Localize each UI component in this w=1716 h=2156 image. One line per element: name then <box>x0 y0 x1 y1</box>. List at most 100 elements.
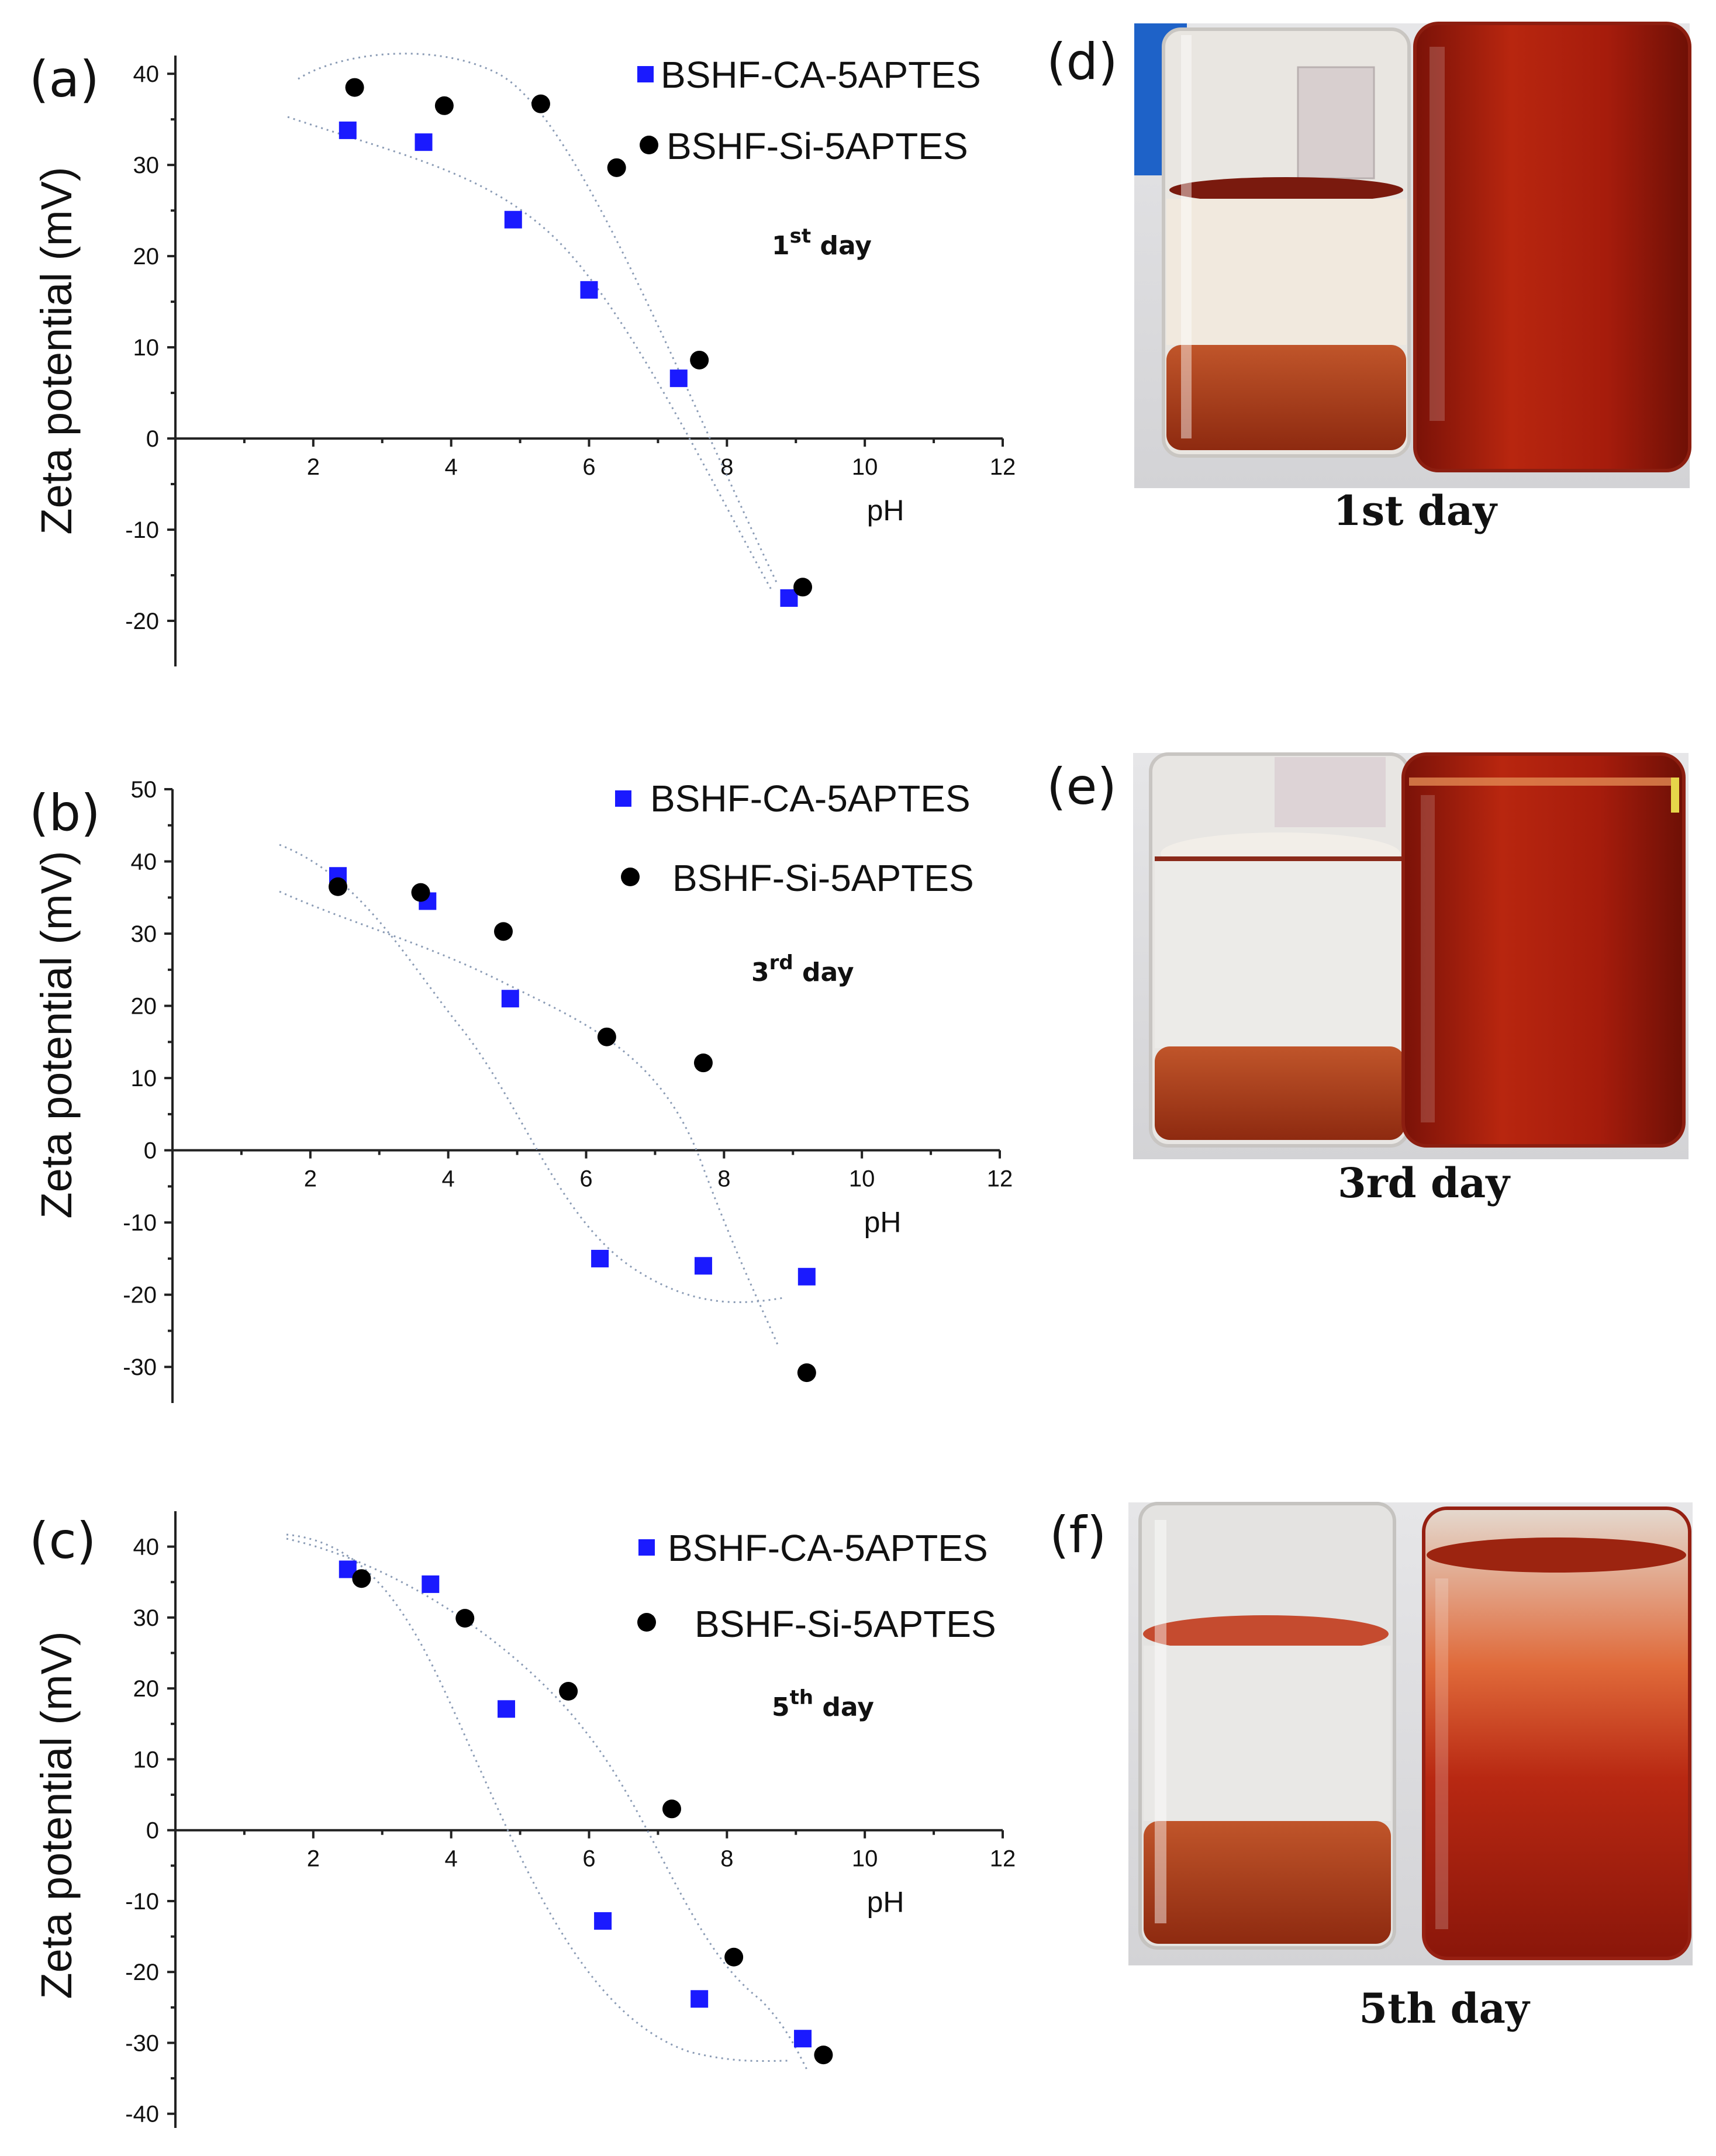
legend-label-si-a: BSHF-Si-5APTES <box>667 125 968 167</box>
point-si-c-4 <box>724 1947 744 1967</box>
y-tick-label-b: 20 <box>131 994 157 1020</box>
point-ca-b-3 <box>591 1249 609 1267</box>
point-ca-c-5 <box>794 2030 812 2048</box>
x-axis-label-b: pH <box>864 1206 902 1239</box>
x-tick-label-b: 2 <box>304 1166 317 1192</box>
x-tick-label-a: 4 <box>445 454 458 480</box>
y-tick-label-c: 20 <box>133 1676 160 1702</box>
data-marks-b <box>329 867 816 1383</box>
chart-panel-b: (b) Zeta potential (mV) -30 -20 -10 0 10 20 30… <box>29 777 1013 1403</box>
y-tick-label-c: -20 <box>125 1960 159 1985</box>
point-ca-a-0 <box>339 121 357 139</box>
y-axis-label-b: Zeta potential (mV) <box>32 851 81 1218</box>
legend-label-ca-c: BSHF-CA-5APTES <box>668 1527 988 1569</box>
point-si-a-1 <box>434 96 454 115</box>
x-tick-label-b: 12 <box>987 1166 1013 1192</box>
point-si-a-4 <box>690 350 709 369</box>
photo-caption-e: 3rd day <box>1338 1159 1511 1207</box>
x-tick-label-c: 10 <box>852 1846 878 1872</box>
y-tick-label-c: -30 <box>125 2030 159 2056</box>
x-tick-label-b: 8 <box>717 1166 730 1192</box>
day-label-c: 5th day <box>772 1686 874 1722</box>
y-tick-label-c: -10 <box>125 1889 159 1915</box>
chart-panel-a: (a) Zeta potential (mV) -20 -10 0 10 20 30 40 2… <box>29 50 1016 666</box>
axes-b: -30 -20 -10 0 10 20 30 40 50 2 4 6 8 10 12 pH <box>123 777 1013 1403</box>
x-tick-label-a: 2 <box>307 454 320 480</box>
panel-label-b: (b) <box>29 784 101 842</box>
x-tick-label-c: 2 <box>307 1846 320 1872</box>
y-axis-label-c: Zeta potential (mV) <box>32 1631 81 1999</box>
photo-panel-d: (d) 1st day <box>1047 22 1691 535</box>
y-tick-label-c: 0 <box>146 1818 159 1844</box>
vials-photo-d <box>1134 22 1691 488</box>
point-si-b-2 <box>494 922 513 941</box>
point-ca-c-4 <box>690 1990 709 2008</box>
legend-label-ca-b: BSHF-CA-5APTES <box>650 778 971 820</box>
y-tick-label-a: 0 <box>146 426 159 452</box>
x-tick-label-c: 6 <box>582 1846 595 1872</box>
point-ca-a-2 <box>504 210 522 229</box>
point-ca-b-4 <box>694 1257 712 1275</box>
fit-curves-b <box>279 844 784 1345</box>
day-label-b: 3rd day <box>751 951 854 987</box>
y-tick-label-b: -20 <box>123 1283 157 1308</box>
point-si-a-5 <box>793 578 813 597</box>
data-marks-c <box>339 1560 833 2065</box>
point-ca-a-3 <box>580 281 598 299</box>
point-si-c-1 <box>455 1609 475 1628</box>
point-si-c-2 <box>559 1682 578 1701</box>
x-axis-label-a: pH <box>867 494 904 527</box>
point-si-c-3 <box>662 1799 681 1819</box>
legend-marker-ca-a <box>637 66 654 82</box>
data-marks-a <box>339 78 813 607</box>
panel-label-d: (d) <box>1047 33 1118 91</box>
y-tick-label-b: 30 <box>131 921 157 947</box>
x-tick-label-c: 8 <box>720 1846 733 1872</box>
y-tick-label-b: 50 <box>131 777 157 803</box>
x-tick-label-c: 12 <box>990 1846 1016 1872</box>
y-tick-label-c: 10 <box>133 1747 160 1773</box>
point-si-b-1 <box>411 883 430 902</box>
point-si-b-3 <box>597 1027 616 1046</box>
photo-caption-d: 1st day <box>1333 486 1498 535</box>
x-tick-label-a: 12 <box>990 454 1016 480</box>
fit-curves-c <box>286 1533 808 2070</box>
point-si-b-4 <box>693 1053 713 1073</box>
x-axis-label-c: pH <box>867 1886 904 1919</box>
legend-marker-ca-b <box>615 790 631 807</box>
x-tick-label-b: 10 <box>849 1166 875 1192</box>
legend-marker-si-a <box>640 136 658 154</box>
point-ca-a-4 <box>669 369 688 388</box>
y-tick-label-c: 30 <box>133 1605 160 1631</box>
x-tick-label-b: 6 <box>579 1166 592 1192</box>
y-tick-label-a: -20 <box>125 609 159 634</box>
panel-label-c: (c) <box>29 1512 96 1570</box>
x-tick-label-a: 10 <box>852 454 878 480</box>
point-ca-a-1 <box>415 133 433 151</box>
point-ca-b-5 <box>797 1267 816 1286</box>
y-tick-label-b: 10 <box>131 1066 157 1091</box>
x-tick-label-b: 4 <box>442 1166 455 1192</box>
y-tick-label-a: 10 <box>133 335 160 361</box>
axes-c: -40 -30 -20 -10 0 10 20 30 40 2 4 6 8 10 12 pH <box>125 1511 1016 2128</box>
point-si-a-3 <box>607 158 626 177</box>
x-tick-label-a: 6 <box>582 454 595 480</box>
point-ca-c-1 <box>422 1575 440 1593</box>
point-si-b-5 <box>797 1363 816 1383</box>
panel-label-a: (a) <box>29 50 99 109</box>
y-tick-label-a: 20 <box>133 244 160 270</box>
photo-panel-f: (f) 5th day <box>1049 1502 1693 2033</box>
point-ca-b-2 <box>501 990 519 1008</box>
y-tick-label-b: -10 <box>123 1210 157 1236</box>
y-tick-label-b: 40 <box>131 849 157 875</box>
y-tick-label-b: 0 <box>144 1138 157 1164</box>
legend-marker-si-b <box>621 868 640 886</box>
legend-label-si-b: BSHF-Si-5APTES <box>672 857 974 899</box>
y-tick-label-a: 30 <box>133 153 160 178</box>
point-si-b-0 <box>329 877 347 896</box>
panel-label-f: (f) <box>1049 1506 1106 1564</box>
point-ca-a-5 <box>780 589 798 607</box>
y-tick-label-c: 40 <box>133 1535 160 1560</box>
y-tick-label-c: -40 <box>125 2102 159 2127</box>
